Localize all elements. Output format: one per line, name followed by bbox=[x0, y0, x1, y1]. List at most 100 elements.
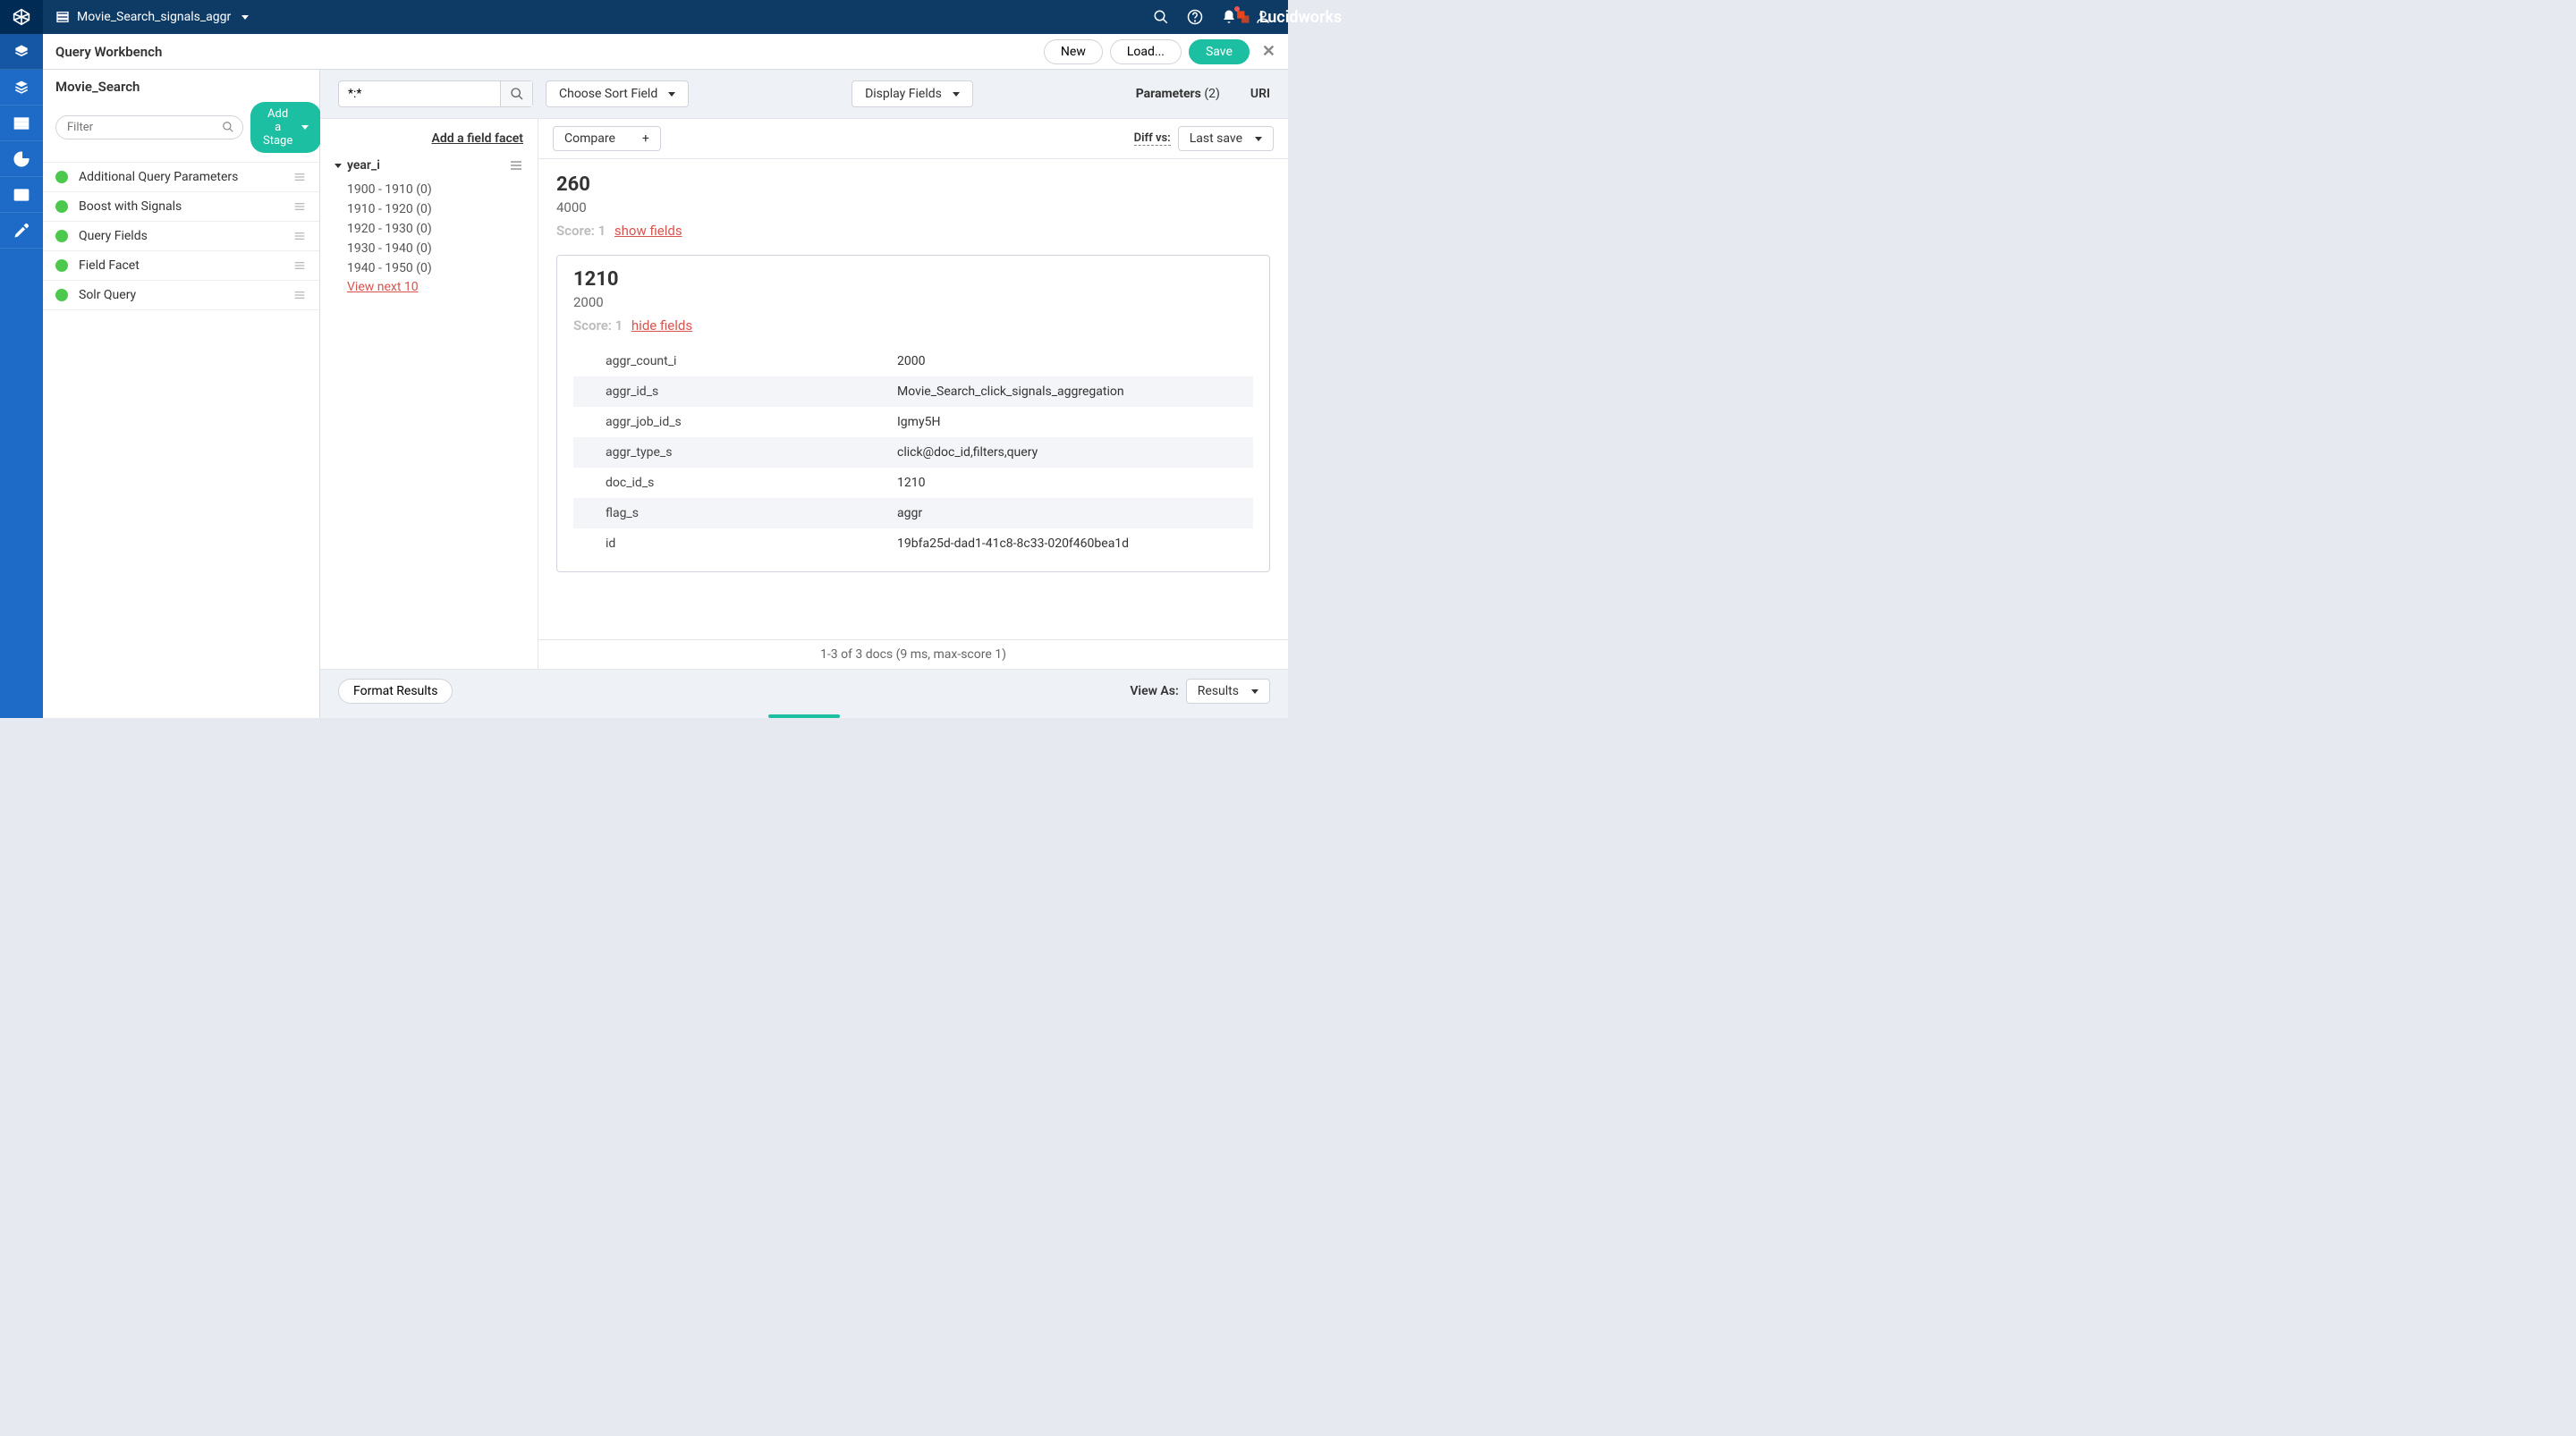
sort-field-dropdown[interactable]: Choose Sort Field bbox=[546, 80, 689, 107]
caret-down-icon bbox=[665, 87, 675, 101]
field-key: flag_s bbox=[573, 498, 879, 528]
stage-menu-icon[interactable] bbox=[292, 258, 307, 273]
stage-menu-icon[interactable] bbox=[292, 229, 307, 243]
doc-id: 1210 bbox=[573, 268, 1253, 291]
stage-item-label: Field Facet bbox=[79, 258, 140, 273]
breadcrumb-label: Movie_Search_signals_aggr bbox=[77, 10, 231, 24]
display-fields-dropdown[interactable]: Display Fields bbox=[852, 80, 973, 107]
table-row: aggr_id_sMovie_Search_click_signals_aggr… bbox=[573, 376, 1253, 407]
stage-menu-icon[interactable] bbox=[292, 170, 307, 184]
breadcrumb-caret-icon bbox=[238, 10, 249, 24]
stage-item[interactable]: Boost with Signals bbox=[43, 192, 319, 222]
add-field-facet-link[interactable]: Add a field facet bbox=[335, 131, 523, 146]
doc-subtitle: 4000 bbox=[556, 199, 1270, 215]
page-title: Query Workbench bbox=[55, 44, 162, 60]
icon-rail bbox=[0, 34, 43, 718]
query-input[interactable] bbox=[339, 81, 500, 106]
search-icon[interactable] bbox=[1152, 8, 1170, 26]
compare-button[interactable]: Compare + bbox=[553, 126, 661, 151]
view-as-value: Results bbox=[1198, 684, 1239, 698]
facet-item[interactable]: 1920 - 1930 (0) bbox=[335, 219, 523, 239]
table-row: doc_id_s1210 bbox=[573, 468, 1253, 498]
field-value: 2000 bbox=[879, 346, 1253, 376]
breadcrumb[interactable]: Movie_Search_signals_aggr bbox=[43, 10, 261, 24]
field-value: Igmy5H bbox=[879, 407, 1253, 437]
caret-down-icon bbox=[1251, 131, 1262, 146]
rail-index[interactable] bbox=[0, 34, 43, 70]
rail-app[interactable] bbox=[0, 177, 43, 213]
caret-down-icon bbox=[1248, 684, 1258, 698]
format-results-button[interactable]: Format Results bbox=[338, 679, 453, 704]
stage-item-label: Boost with Signals bbox=[79, 199, 182, 214]
filter-input[interactable] bbox=[55, 115, 243, 139]
result-doc: 1210 2000 Score: 1 hide fields aggr_count_i… bbox=[556, 255, 1270, 572]
workbench: Choose Sort Field Display Fields Paramet… bbox=[320, 70, 1288, 718]
table-row: aggr_type_sclick@doc_id,filters,query bbox=[573, 437, 1253, 468]
stage-item-label: Solr Query bbox=[79, 288, 136, 302]
facet-item[interactable]: 1940 - 1950 (0) bbox=[335, 258, 523, 278]
facet-menu-icon[interactable] bbox=[509, 158, 523, 173]
stage-item-label: Query Fields bbox=[79, 229, 148, 243]
facet-column: Add a field facet year_i 1900 - 1910 (0)… bbox=[320, 119, 538, 669]
field-value: 1210 bbox=[879, 468, 1253, 498]
bottom-bar: Format Results View As: Results bbox=[320, 669, 1288, 713]
results-toolbar: Compare + Diff vs: Last save bbox=[538, 119, 1288, 159]
diff-target-dropdown[interactable]: Last save bbox=[1178, 126, 1274, 151]
query-search bbox=[338, 80, 533, 107]
new-button[interactable]: New bbox=[1044, 39, 1103, 64]
status-dot-icon bbox=[55, 171, 68, 183]
field-key: aggr_count_i bbox=[573, 346, 879, 376]
stage-item[interactable]: Field Facet bbox=[43, 251, 319, 281]
notifications-icon[interactable] bbox=[1220, 8, 1238, 26]
toggle-fields-link[interactable]: hide fields bbox=[631, 317, 692, 334]
diff-target-label: Last save bbox=[1190, 131, 1242, 146]
query-search-button[interactable] bbox=[500, 81, 532, 106]
doc-score: Score: 1 bbox=[556, 223, 606, 239]
doc-subtitle: 2000 bbox=[573, 294, 1253, 310]
app-logo[interactable] bbox=[0, 0, 43, 34]
rail-analytics[interactable] bbox=[0, 141, 43, 177]
collection-icon bbox=[55, 10, 70, 24]
parameters-link[interactable]: Parameters (2) bbox=[1136, 87, 1220, 101]
field-value: 19bfa25d-dad1-41c8-8c33-020f460bea1d bbox=[879, 528, 1253, 559]
status-dot-icon bbox=[55, 289, 68, 301]
facet-item[interactable]: 1900 - 1910 (0) bbox=[335, 180, 523, 199]
rail-system[interactable] bbox=[0, 213, 43, 249]
caret-down-icon bbox=[949, 87, 960, 101]
rail-collections[interactable] bbox=[0, 106, 43, 141]
stage-item[interactable]: Solr Query bbox=[43, 281, 319, 310]
sort-field-label: Choose Sort Field bbox=[559, 87, 657, 101]
close-icon[interactable]: ✕ bbox=[1262, 42, 1275, 61]
topbar: Movie_Search_signals_aggr Lucidworks bbox=[0, 0, 1288, 34]
add-stage-button[interactable]: Add a Stage bbox=[250, 102, 321, 153]
drag-handle[interactable] bbox=[320, 713, 1288, 718]
status-dot-icon bbox=[55, 200, 68, 213]
add-stage-label: Add a Stage bbox=[263, 107, 292, 148]
facet-group-label: year_i bbox=[347, 158, 380, 173]
field-key: aggr_job_id_s bbox=[573, 407, 879, 437]
view-as-label: View As: bbox=[1130, 684, 1178, 698]
load-button[interactable]: Load... bbox=[1110, 39, 1182, 64]
save-button[interactable]: Save bbox=[1189, 39, 1250, 64]
uri-link[interactable]: URI bbox=[1250, 87, 1270, 101]
stage-item[interactable]: Query Fields bbox=[43, 222, 319, 251]
facet-item[interactable]: 1930 - 1940 (0) bbox=[335, 239, 523, 258]
stage-item-label: Additional Query Parameters bbox=[79, 170, 238, 184]
doc-score: Score: 1 bbox=[573, 317, 623, 334]
facet-group-header[interactable]: year_i bbox=[335, 158, 523, 173]
stage-item[interactable]: Additional Query Parameters bbox=[43, 163, 319, 192]
add-stage-caret-icon bbox=[298, 121, 309, 134]
stage-menu-icon[interactable] bbox=[292, 199, 307, 214]
result-doc: 2604000Score: 1 show fields bbox=[556, 173, 1270, 239]
field-key: aggr_id_s bbox=[573, 376, 879, 407]
view-next-link[interactable]: View next 10 bbox=[335, 280, 419, 294]
field-key: doc_id_s bbox=[573, 468, 879, 498]
view-as-dropdown[interactable]: Results bbox=[1186, 679, 1270, 704]
rail-query[interactable] bbox=[0, 70, 43, 106]
field-value: click@doc_id,filters,query bbox=[879, 437, 1253, 468]
stage-menu-icon[interactable] bbox=[292, 288, 307, 302]
plus-icon: + bbox=[642, 131, 649, 146]
facet-item[interactable]: 1910 - 1920 (0) bbox=[335, 199, 523, 219]
toggle-fields-link[interactable]: show fields bbox=[614, 223, 682, 239]
help-icon[interactable] bbox=[1186, 8, 1204, 26]
